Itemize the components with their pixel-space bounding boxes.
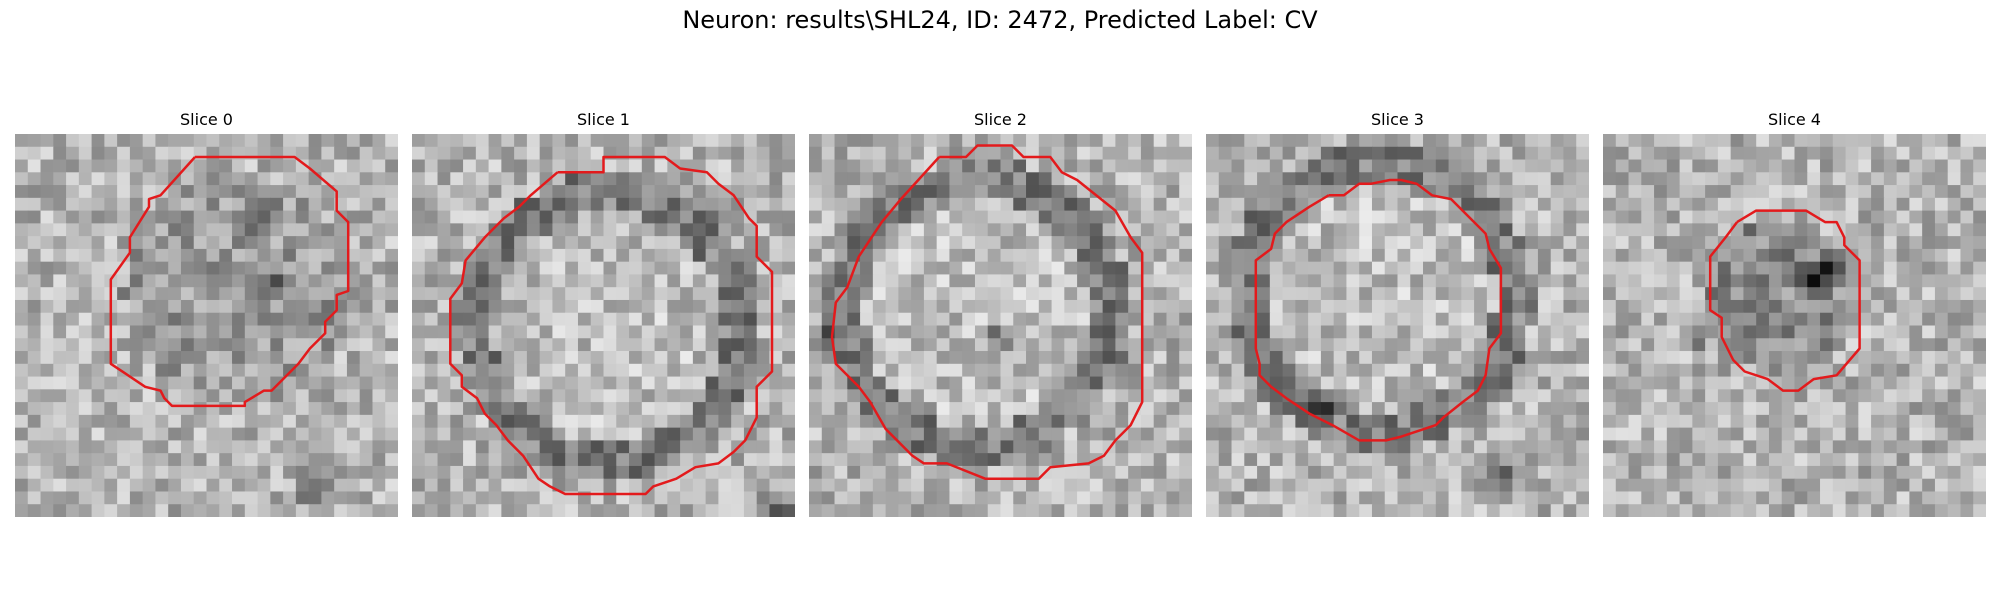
- slice-title: Slice 0: [15, 108, 398, 132]
- figure-title: Neuron: results\SHL24, ID: 2472, Predict…: [0, 6, 2000, 34]
- pixel-grid: [15, 134, 398, 517]
- slice-image-1: [412, 134, 795, 517]
- slice-panel-3: Slice 3: [1206, 108, 1589, 517]
- slice-image-2: [809, 134, 1192, 517]
- pixel-grid: [412, 134, 795, 517]
- slice-image-0: [15, 134, 398, 517]
- slice-panel-0: Slice 0: [15, 108, 398, 517]
- pixel-grid: [1206, 134, 1589, 517]
- slice-image-3: [1206, 134, 1589, 517]
- slice-title: Slice 4: [1603, 108, 1986, 132]
- slice-image-4: [1603, 134, 1986, 517]
- slice-panel-4: Slice 4: [1603, 108, 1986, 517]
- pixel-grid: [809, 134, 1192, 517]
- slice-title: Slice 3: [1206, 108, 1589, 132]
- pixel-grid: [1603, 134, 1986, 517]
- slice-title: Slice 2: [809, 108, 1192, 132]
- slice-panel-1: Slice 1: [412, 108, 795, 517]
- slice-panel-2: Slice 2: [809, 108, 1192, 517]
- slice-title: Slice 1: [412, 108, 795, 132]
